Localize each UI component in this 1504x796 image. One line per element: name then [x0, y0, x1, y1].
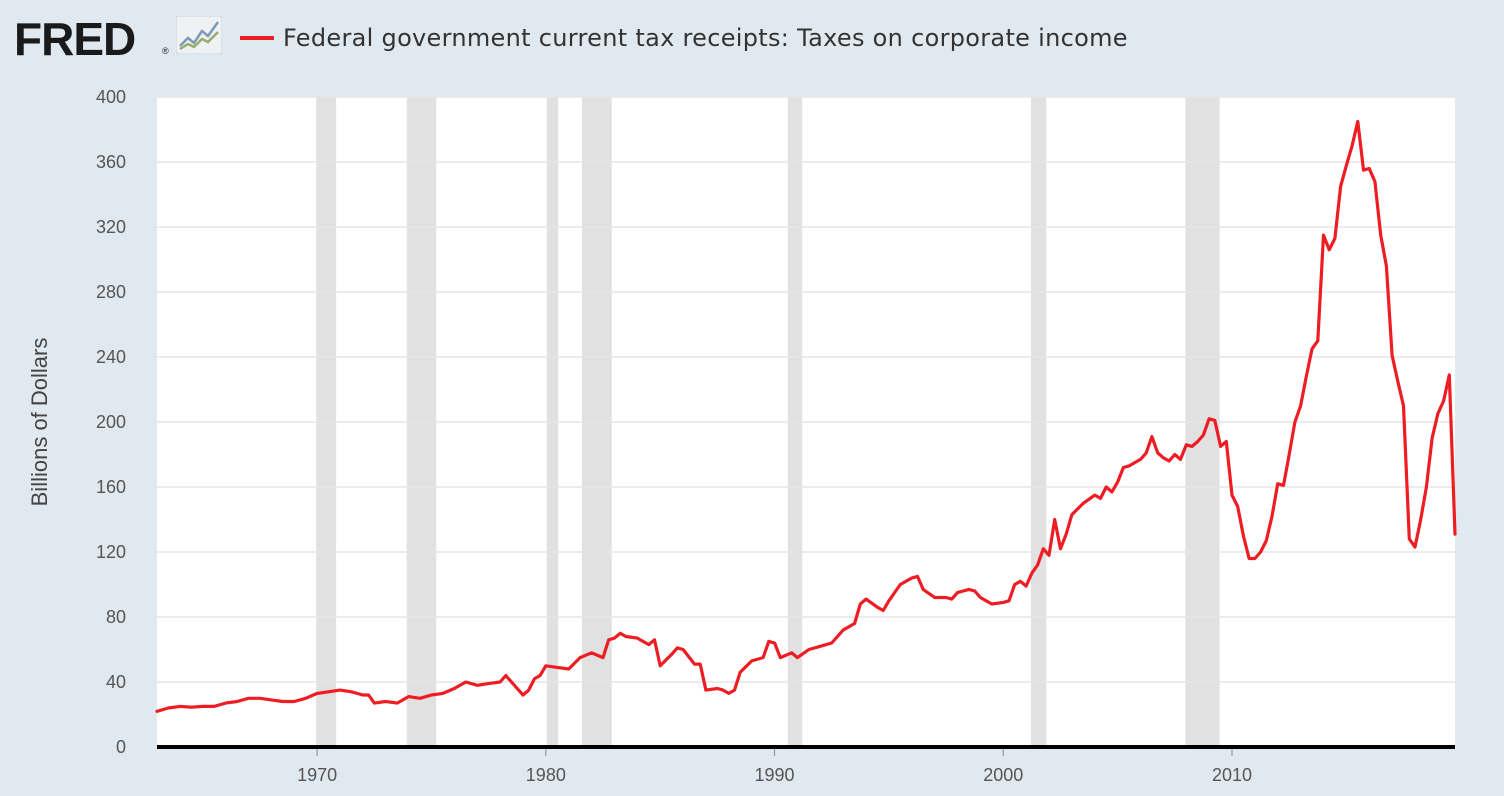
y-tick-label-160: 160	[96, 477, 126, 497]
fred-logo[interactable]: FRED	[14, 13, 136, 65]
x-tick-label-2000: 2000	[983, 765, 1023, 785]
y-tick-label-120: 120	[96, 542, 126, 562]
y-tick-label-40: 40	[106, 672, 126, 692]
series-line-0	[155, 119, 1457, 713]
grid-lines	[157, 96, 1455, 683]
x-tick-label-1990: 1990	[755, 765, 795, 785]
y-tick-label-240: 240	[96, 347, 126, 367]
series-layer	[155, 119, 1457, 713]
y-tick-label-360: 360	[96, 152, 126, 172]
y-tick-label-0: 0	[116, 737, 126, 757]
fred-graph-icon	[176, 16, 222, 54]
y-tick-label-320: 320	[96, 217, 126, 237]
y-tick-labels: 0 40 80 120 160 200 240 280 320 360 400	[96, 87, 126, 757]
x-tick-label-1980: 1980	[526, 765, 566, 785]
x-tick-label-2010: 2010	[1212, 765, 1252, 785]
fred-registered-mark: ®	[162, 46, 169, 56]
y-tick-label-200: 200	[96, 412, 126, 432]
x-tick-label-1970: 1970	[297, 765, 337, 785]
y-tick-label-400: 400	[96, 87, 126, 107]
y-tick-label-280: 280	[96, 282, 126, 302]
chart-title: Federal government current tax receipts:…	[283, 24, 1128, 52]
y-tick-label-80: 80	[106, 607, 126, 627]
x-tick-labels: 1970 1980 1990 2000 2010	[297, 747, 1252, 785]
legend-swatch	[240, 36, 274, 40]
header: FRED ® Federal government current tax re…	[0, 0, 1504, 78]
